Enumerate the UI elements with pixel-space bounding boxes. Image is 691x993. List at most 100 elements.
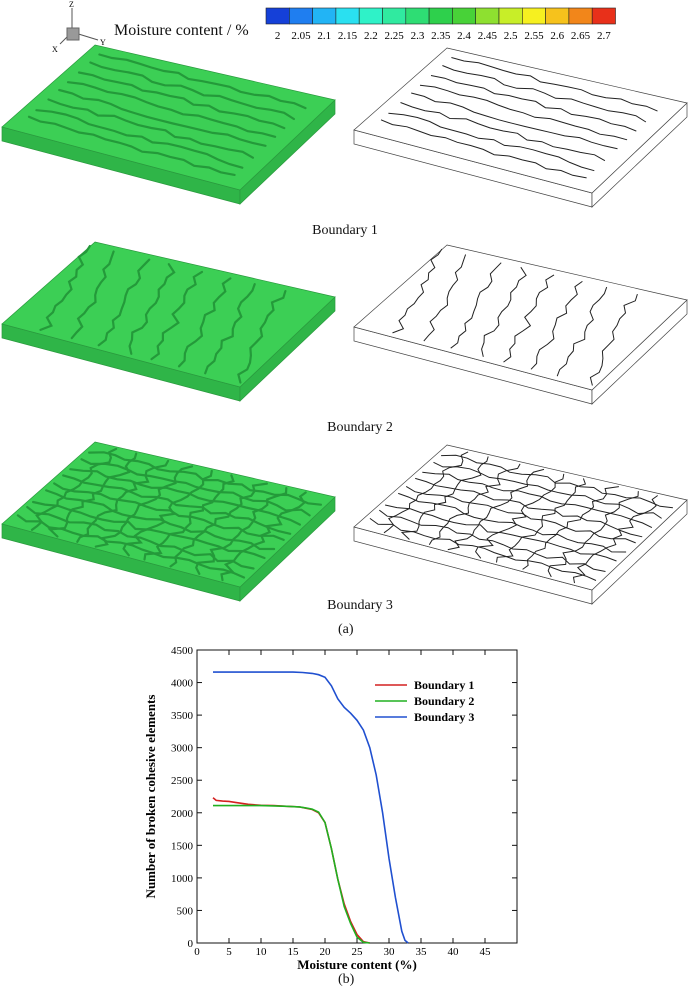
slab-top-face [1,44,336,191]
legend-label: Boundary 3 [414,710,474,724]
y-tick-label: 2000 [171,808,194,820]
y-tick-label: 4000 [171,678,194,690]
slab-wireframe-boundary-2 [353,244,688,405]
colorbar-swatch [405,7,430,25]
crack-outline [450,262,502,349]
colorbar-tick-label: 2.55 [524,30,544,42]
crack-outline [423,254,467,342]
series-line-boundary-2 [213,804,370,944]
crack-outline [388,112,595,172]
y-tick-label: 0 [188,938,194,950]
crack-line [194,487,288,575]
axis-y-label: Y [100,38,106,47]
y-tick-label: 3500 [171,710,194,722]
crack-line [32,500,266,560]
y-axis-label: Number of broken cohesive elements [143,695,158,899]
slab-colored-boundary-3 [1,441,336,602]
x-tick-label: 40 [448,946,460,958]
crack-outline [481,266,527,357]
crack-outline [384,504,617,562]
crack-outline [419,84,628,141]
axes-triad: Z Y X [52,0,106,54]
crack-line [122,469,213,557]
crack-outline [405,485,636,544]
colorbar-tick-label: 2.15 [338,30,358,42]
colorbar-swatch [452,7,476,25]
crack-line [150,270,204,361]
crack-line [39,244,91,331]
x-tick-label: 45 [480,946,492,958]
crack-line [62,474,292,535]
colorbar-tick-label: 2.5 [504,30,518,42]
caption-boundary-3: Boundary 3 [327,598,393,613]
x-tick-label: 5 [226,946,232,958]
crack-outline [392,248,443,334]
colorbar-tick-label: 2.35 [431,30,451,42]
x-tick-label: 15 [288,946,300,958]
colorbar-swatch [475,7,500,25]
crack-line [128,263,176,355]
crack-outline [430,75,637,132]
colorbar-swatch [498,7,523,25]
crack-line [58,88,267,147]
crack-line [177,277,232,368]
y-tick-label: 2500 [171,775,194,787]
panel-b-label: (b) [338,972,355,987]
x-tick-label: 25 [352,946,364,958]
colorbar-tick-label: 2.05 [291,30,311,42]
crack-outline [589,293,638,386]
colorbar-swatch [265,7,290,25]
colorbar-swatch [568,7,593,25]
colorbar: 2 2.05 2.1 2.15 2.2 2.25 2.3 2.35 2.4 2.45 2.5 2.55… [265,7,616,42]
crack-line [45,489,276,551]
slab-top-face [353,47,688,194]
crack-line [220,491,307,582]
crack-line [26,506,255,570]
crack-line [70,250,115,340]
colorbar-tick-label: 2 [275,30,281,42]
crack-line [169,482,268,568]
crack-outline [475,473,565,559]
crack-outline [447,468,545,551]
crack-outline [415,477,643,538]
colorbar-swatch [335,7,360,25]
crack-line [66,81,277,138]
crack-outline [572,495,658,584]
colorbar-tick-label: 2.1 [317,30,331,42]
colorbar-swatch [288,7,313,25]
crack-outline [530,280,583,370]
legend-label: Boundary 1 [414,678,474,692]
y-tick-label: 3000 [171,743,194,755]
colorbar-swatch [312,7,337,25]
crack-line [94,465,194,548]
crack-outline [422,471,653,529]
colorbar-swatch [382,7,407,25]
crack-line [80,458,311,517]
y-tick-label: 1500 [171,840,194,852]
crack-outline [433,461,662,519]
colorbar-swatch [545,7,570,25]
crack-line [89,61,295,121]
crack-outline [451,57,658,112]
crack-outline [556,286,608,377]
crack-outline [380,119,587,179]
panel-a-slabs [1,44,688,605]
crack-line [204,283,256,375]
colorbar-tick-label: 2.3 [411,30,425,42]
axis-x-label: X [52,45,58,54]
series-line-boundary-1 [212,797,370,944]
x-tick-label: 35 [416,946,428,958]
colorbar-title: Moisture content / % [114,22,249,39]
crack-outline [411,92,618,150]
crack-outline [522,486,619,570]
crack-outline [378,509,606,572]
crack-line [27,115,236,176]
slab-colored-boundary-2 [1,241,336,402]
colorbar-swatch [591,7,616,25]
caption-boundary-2: Boundary 2 [327,420,393,435]
colorbar-tick-label: 2.25 [385,30,405,42]
legend-label: Boundary 2 [414,694,474,708]
series-line-boundary-3 [213,671,409,944]
colorbar-tick-label: 2.4 [457,30,471,42]
crack-line [35,109,244,169]
